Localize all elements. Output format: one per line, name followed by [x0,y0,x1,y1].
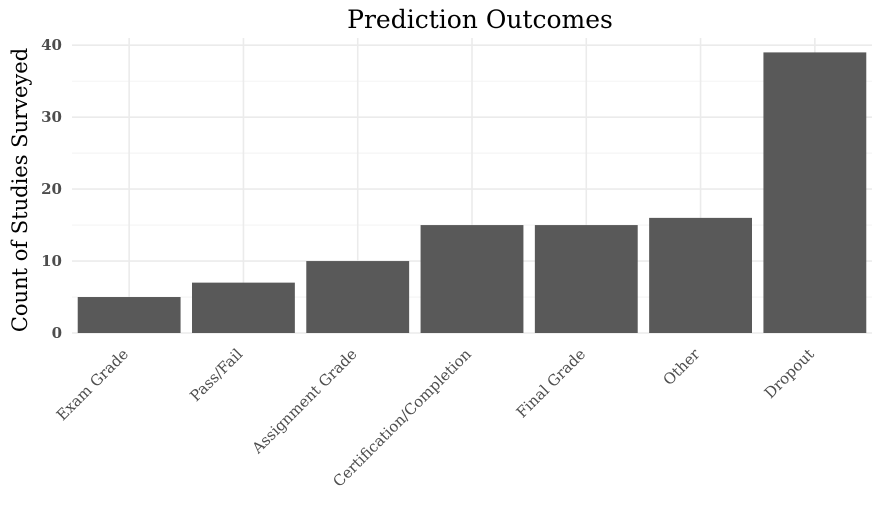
y-tick-label: 0 [52,324,62,342]
x-axis-ticks: Exam Grade Pass/Fail Assignment GradeCerti… [53,345,818,491]
bar [763,52,867,333]
bar [77,297,181,333]
bar [534,225,638,333]
bar [420,225,524,333]
bar [192,282,295,333]
x-tick-label: Other [660,345,704,389]
x-tick-label: Exam Grade [53,345,132,424]
y-axis-label: Count of Studies Surveyed [8,48,32,332]
chart-title: Prediction Outcomes [347,5,613,34]
y-axis-ticks: 0 10 20 30 40 [41,36,62,342]
x-tick-label: Dropout [761,345,818,402]
y-tick-label: 40 [41,36,62,54]
y-tick-label: 30 [41,108,62,126]
x-tick-label: Assignment Grade [248,345,361,458]
y-tick-label: 20 [41,180,62,198]
bar [306,261,410,333]
y-tick-label: 10 [41,252,62,270]
bar [649,217,752,333]
x-tick-label: Final Grade [513,345,589,421]
x-tick-label: Pass/Fail [186,345,246,405]
bars [77,52,867,333]
